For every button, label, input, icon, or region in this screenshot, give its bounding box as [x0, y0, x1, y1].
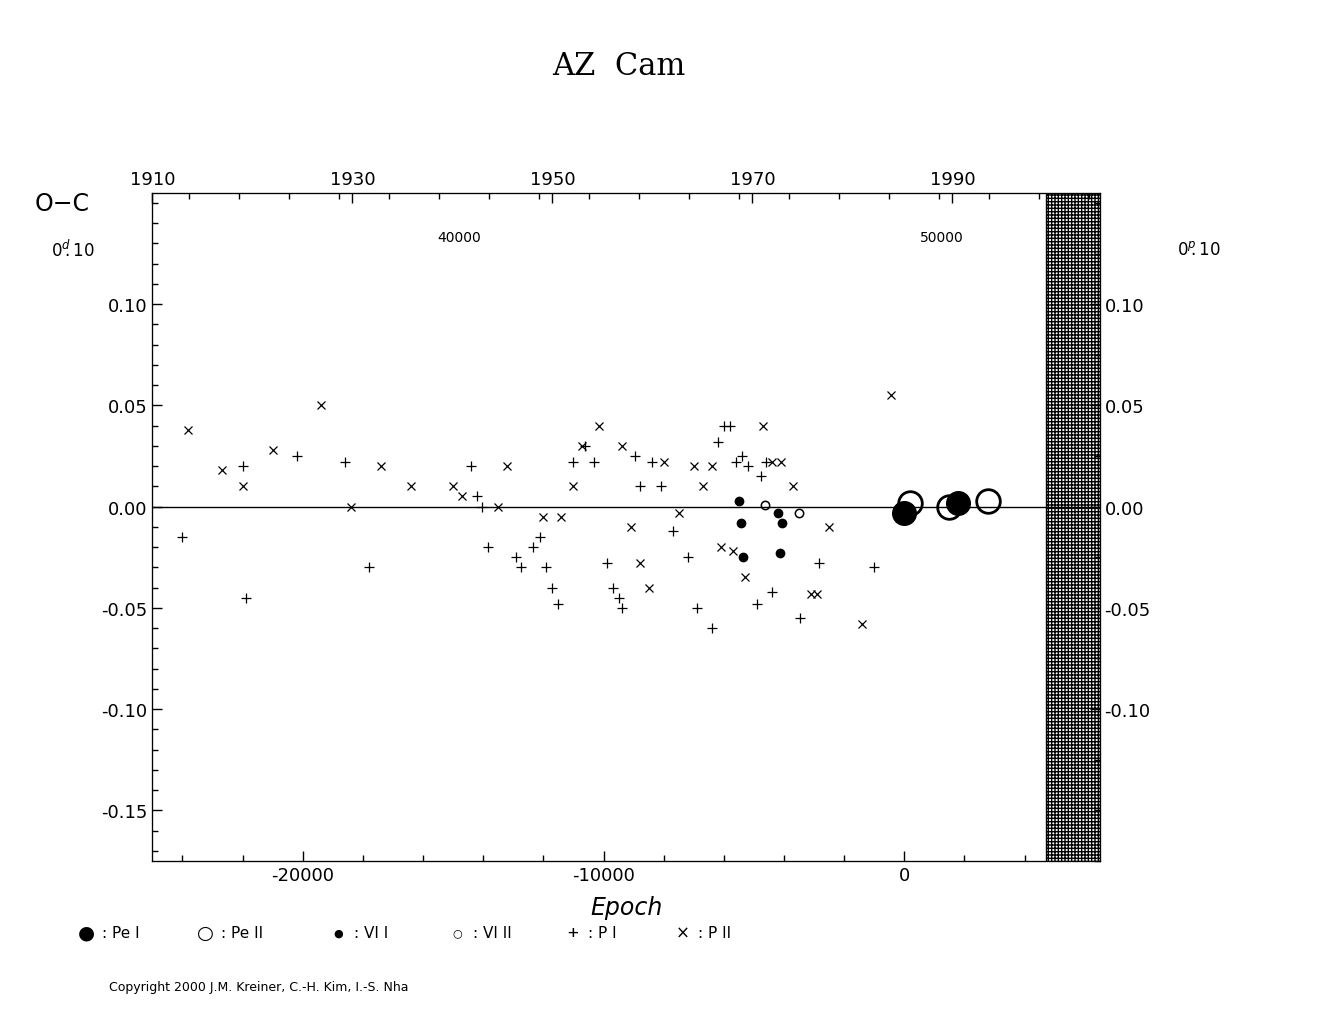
X-axis label: Epoch: Epoch — [590, 895, 662, 919]
Text: : Pe II: : Pe II — [221, 925, 264, 940]
Text: ×: × — [676, 923, 689, 942]
Text: 50000: 50000 — [920, 230, 963, 245]
Text: ●: ● — [78, 923, 94, 942]
Text: AZ  Cam: AZ Cam — [553, 51, 685, 82]
Text: : P I: : P I — [588, 925, 617, 940]
Text: 40000: 40000 — [437, 230, 481, 245]
Text: : P II: : P II — [698, 925, 731, 940]
Text: : VI I: : VI I — [354, 925, 388, 940]
Text: $0^p\!\!.10$: $0^p\!\!.10$ — [1177, 240, 1222, 259]
Text: : VI II: : VI II — [473, 925, 511, 940]
Text: : Pe I: : Pe I — [102, 925, 139, 940]
Text: ○: ○ — [197, 923, 213, 942]
Text: Copyright 2000 J.M. Kreiner, C.-H. Kim, I.-S. Nha: Copyright 2000 J.M. Kreiner, C.-H. Kim, … — [109, 980, 408, 994]
Text: ○: ○ — [452, 927, 462, 937]
Text: $0^d\!\!.10$: $0^d\!\!.10$ — [50, 239, 95, 260]
Bar — [1045, 194, 1100, 861]
Text: O−C: O−C — [34, 192, 90, 216]
Text: +: + — [567, 923, 578, 942]
Text: ●: ● — [333, 927, 343, 937]
